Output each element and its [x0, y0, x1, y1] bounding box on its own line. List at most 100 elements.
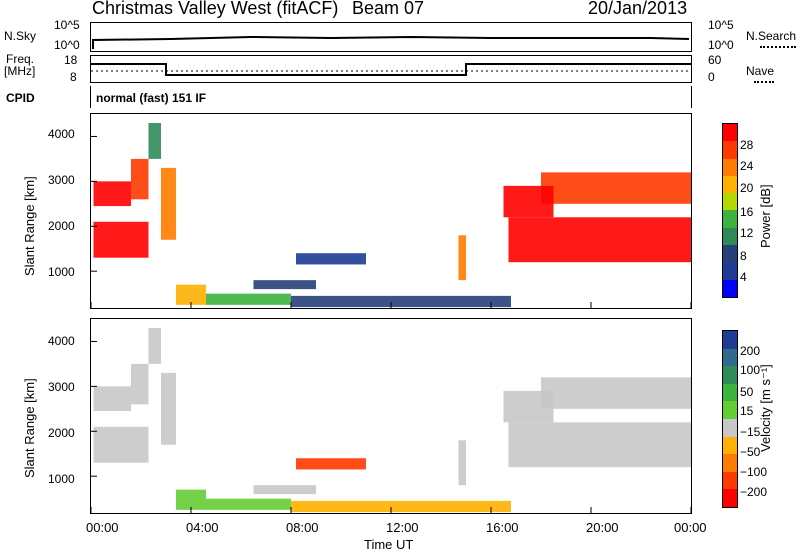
power-ytick-4000: 4000	[48, 127, 75, 141]
nsky-tick-bottom: 10^0	[54, 38, 80, 52]
power-colorbar	[722, 123, 738, 298]
echo-region	[503, 390, 554, 423]
colorbar-swatch	[723, 262, 737, 280]
power-cbtick-8: 8	[740, 249, 747, 263]
power-cbtick-28: 28	[740, 138, 754, 152]
velocity-cbtick-neg50: −50	[740, 445, 761, 459]
nsearch-tick-top: 10^5	[708, 18, 734, 32]
echo-region	[148, 122, 161, 159]
cpid-panel	[90, 86, 692, 108]
xtick-0000: 00:00	[86, 520, 119, 535]
colorbar-swatch	[723, 193, 737, 211]
power-cbtick-4: 4	[740, 270, 747, 284]
power-cbtick-16: 16	[740, 205, 754, 219]
nsearch-legend-line	[760, 46, 796, 48]
velocity-cbtick-neg100: −100	[740, 465, 768, 479]
echo-region	[508, 422, 691, 468]
freq-tick-bottom: 8	[70, 70, 77, 84]
power-cbtick-20: 20	[740, 181, 754, 195]
echo-region	[291, 295, 511, 308]
nsky-tick-top: 10^5	[54, 18, 80, 32]
velocity-cbtick-200: 200	[740, 344, 761, 358]
xtick-0800: 08:00	[286, 520, 319, 535]
colorbar-swatch	[723, 436, 737, 455]
velocity-heatmap	[91, 327, 691, 513]
colorbar-swatch	[723, 401, 737, 419]
colorbar-swatch	[723, 471, 737, 490]
echo-region	[93, 386, 131, 412]
echo-region	[131, 158, 149, 200]
xaxis-label: Time UT	[364, 537, 414, 552]
velocity-cbtick-100: 100	[740, 363, 761, 377]
nsearch-label: N.Search	[746, 29, 797, 43]
echo-region	[148, 327, 161, 364]
power-cbtick-12: 12	[740, 226, 754, 240]
cpid-label: CPID	[6, 91, 35, 105]
echo-region	[541, 377, 691, 409]
xtick-2000: 20:00	[586, 520, 619, 535]
velocity-cbtick-neg15: −15	[740, 425, 761, 439]
nsky-label: N.Sky	[4, 29, 37, 43]
power-ytick-3000: 3000	[48, 173, 75, 187]
colorbar-swatch	[723, 366, 737, 384]
echo-region	[93, 221, 149, 258]
colorbar-swatch	[723, 227, 737, 246]
velocity-cbtick-neg200: −200	[740, 485, 768, 499]
colorbar-swatch	[723, 383, 737, 402]
velocity-cbtick-50: 50	[740, 385, 754, 399]
colorbar-swatch	[723, 348, 737, 367]
nsky-panel	[90, 22, 692, 52]
station-title: Christmas Valley West (fitACF)	[92, 0, 339, 18]
velocity-ytick-4000: 4000	[48, 334, 75, 348]
colorbar-swatch	[723, 279, 737, 297]
echo-region	[503, 185, 554, 218]
nave-legend-line	[754, 81, 774, 83]
echo-region	[206, 498, 291, 510]
nave-label: Nave	[746, 64, 775, 78]
echo-region	[176, 284, 206, 305]
xtick-0400: 04:00	[186, 520, 219, 535]
velocity-colorbar	[722, 330, 738, 508]
power-ylabel: Slant Range [km]	[22, 176, 37, 276]
echo-region	[253, 280, 316, 290]
velocity-colorbar-label: Velocity [m s⁻¹]	[758, 364, 773, 452]
echo-region	[176, 489, 206, 510]
velocity-ytick-2000: 2000	[48, 426, 75, 440]
power-ytick-2000: 2000	[48, 219, 75, 233]
freq-label: Freq.	[6, 52, 35, 66]
xtick-0000-end: 00:00	[674, 520, 707, 535]
velocity-ylabel: Slant Range [km]	[22, 378, 37, 478]
colorbar-swatch	[723, 454, 737, 472]
echo-region	[253, 485, 316, 495]
nsky-trace	[92, 35, 690, 49]
xtick-1600: 16:00	[486, 520, 519, 535]
nave-tick-bottom: 0	[708, 70, 715, 84]
power-colorbar-label: Power [dB]	[758, 184, 773, 248]
freq-tick-top: 18	[64, 53, 78, 67]
colorbar-swatch	[723, 158, 737, 176]
velocity-heatmap-panel	[90, 318, 692, 514]
velocity-ytick-3000: 3000	[48, 380, 75, 394]
echo-region	[93, 426, 149, 463]
freq-panel	[90, 55, 692, 83]
power-heatmap	[91, 122, 691, 308]
freq-trace	[91, 63, 691, 76]
echo-region	[296, 253, 366, 265]
echo-region	[541, 172, 691, 204]
echo-region	[291, 500, 511, 513]
colorbar-swatch	[723, 141, 737, 159]
xtick-1200: 12:00	[386, 520, 419, 535]
echo-region	[206, 293, 291, 305]
beam-label: Beam 07	[352, 0, 425, 18]
colorbar-swatch	[723, 245, 737, 263]
echo-region	[161, 167, 176, 240]
power-ytick-1000: 1000	[48, 265, 75, 279]
colorbar-swatch	[723, 175, 737, 194]
echo-region	[508, 217, 691, 263]
power-heatmap-panel	[90, 113, 692, 309]
colorbar-swatch	[723, 331, 737, 349]
colorbar-swatch	[723, 418, 737, 437]
nave-tick-top: 60	[708, 53, 722, 67]
colorbar-swatch	[723, 210, 737, 228]
nsearch-tick-bottom: 10^0	[708, 38, 734, 52]
